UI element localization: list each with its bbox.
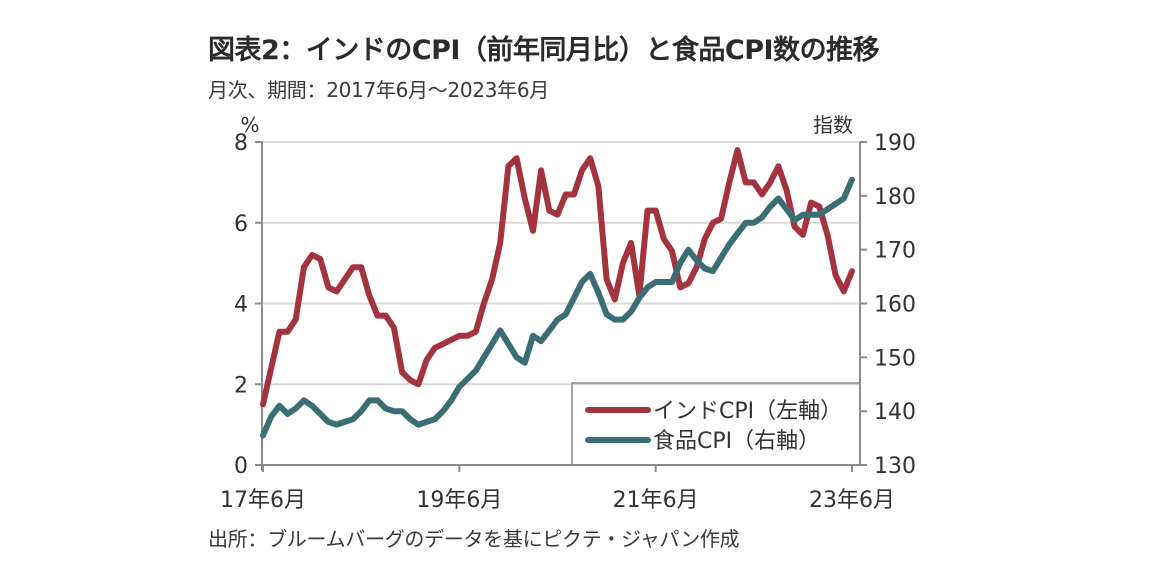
y-left-tick-label: 8: [234, 131, 248, 156]
y-axis-left-unit: %: [240, 113, 259, 137]
source-note: 出所：ブルームバーグのデータを基にピクテ・ジャパン作成: [208, 527, 740, 551]
y-right-tick-label: 170: [874, 239, 916, 264]
gridlines: [262, 141, 860, 386]
legend-label-food-cpi: 食品CPI（右軸）: [653, 429, 820, 454]
y-right-tick-label: 160: [874, 293, 916, 318]
x-tick-label: 17年6月: [220, 488, 306, 513]
legend-box: [571, 382, 861, 466]
y-left-tick-label: 6: [234, 212, 248, 237]
y-left-tick-label: 2: [234, 373, 248, 398]
legend: インドCPI（左軸） 食品CPI（右軸）: [585, 399, 842, 454]
y-right-tick-label: 130: [874, 454, 916, 479]
y-right-tick-label: 150: [874, 346, 916, 371]
x-tick-label: 21年6月: [613, 488, 699, 513]
y-right-tick-label: 180: [874, 185, 916, 210]
series-line-india-cpi: [260, 147, 855, 408]
y-axis-right-unit: 指数: [813, 113, 853, 137]
series-line-food-cpi: [260, 176, 855, 439]
y-right-tick-label: 140: [874, 400, 916, 425]
y-left-tick-label: 4: [234, 293, 248, 318]
x-tick-label: 19年6月: [416, 488, 502, 513]
chart-title: 図表2：インドのCPI（前年同月比）と食品CPI数の推移: [208, 35, 880, 66]
axes: 0 2 4 6 8 130 140 150 160 170 180 190 17年6月 19年6月 21年6…: [220, 131, 916, 513]
y-left-tick-label: 0: [234, 454, 248, 479]
x-tick-label: 23年6月: [809, 488, 895, 513]
chart-subtitle: 月次、期間：2017年6月～2023年6月: [208, 78, 549, 102]
series-lines: [260, 147, 855, 439]
legend-label-india-cpi: インドCPI（左軸）: [653, 399, 842, 424]
y-right-tick-label: 190: [874, 131, 916, 156]
